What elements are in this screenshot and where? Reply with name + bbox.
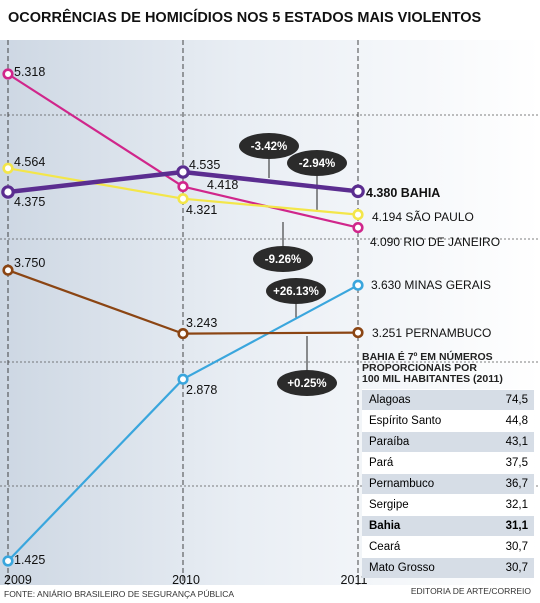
ranking-value: 43,1 <box>488 431 534 453</box>
x-tick-label: 2010 <box>172 573 200 587</box>
annotation-pill <box>253 246 313 272</box>
data-point <box>2 264 14 276</box>
annotation-pill <box>277 370 337 396</box>
ranking-heading-line: PROPORCIONAIS POR <box>362 362 477 374</box>
ranking-row: Paraíba 43,1 <box>362 431 534 453</box>
series-label: 4.380 BAHIA <box>366 186 440 200</box>
series-label: 4.090 RIO DE JANEIRO <box>370 235 500 249</box>
credit-note: EDITORIA DE ARTE/CORREIO <box>411 586 532 596</box>
data-label: 4.418 <box>207 178 238 192</box>
annotation-pill <box>266 278 326 304</box>
ranking-row: Pará 37,5 <box>362 452 534 474</box>
annotation-leaders <box>268 158 318 371</box>
ranking-state: Paraíba <box>362 431 489 453</box>
ranking-row: Pernambuco 36,7 <box>362 473 534 495</box>
data-labels: 1.425 2.878 3.630 MINAS GERAIS 3.750 3.243 3.… <box>14 65 500 567</box>
ranking-row: Espírito Santo 44,8 <box>362 410 534 432</box>
data-point <box>352 209 364 221</box>
ranking-state: Alagoas <box>362 389 489 411</box>
ranking-heading-line: 100 MIL HABITANTES (2011) <box>362 373 503 385</box>
series-label: 3.251 PERNAMBUCO <box>372 326 491 340</box>
ranking-value: 30,7 <box>488 536 534 558</box>
x-tick-label: 2011 <box>341 573 368 587</box>
ranking-row: Alagoas 74,5 <box>362 389 534 411</box>
ranking-table: Alagoas 74,5 Espírito Santo 44,8 Paraíba 43… <box>362 389 534 578</box>
data-point <box>2 162 14 174</box>
x-axis: 2009 2010 2011 <box>4 573 367 587</box>
ranking-state: Espírito Santo <box>362 410 489 432</box>
ranking-value: 44,8 <box>488 410 534 432</box>
data-point <box>176 165 190 179</box>
ranking-row: Sergipe 32,1 <box>362 494 534 516</box>
ranking-panel: BAHIA É 7º EM NÚMEROS PROPORCIONAIS POR … <box>362 352 534 578</box>
data-point <box>2 68 14 80</box>
ranking-value: 31,1 <box>488 515 534 537</box>
series-points <box>1 68 365 567</box>
ranking-value: 74,5 <box>488 389 534 411</box>
ranking-state: Mato Grosso <box>362 557 489 578</box>
ranking-state: Ceará <box>362 536 489 558</box>
data-label: 5.318 <box>14 65 45 79</box>
data-point <box>177 328 189 340</box>
data-point <box>177 181 189 193</box>
data-label: 2.878 <box>186 383 217 397</box>
ranking-row: Ceará 30,7 <box>362 536 534 558</box>
chart-title: OCORRÊNCIAS DE HOMICÍDIOS NOS 5 ESTADOS … <box>8 8 482 26</box>
data-point <box>351 184 365 199</box>
data-label: 1.425 <box>14 553 45 567</box>
annotation-label: -3.42% <box>251 141 287 153</box>
ranking-row: Mato Grosso 30,7 <box>362 557 534 578</box>
annotations: -3.42% -2.94% -9.26% +26.13% +0.25% <box>239 133 347 396</box>
annotation-label: +0.25% <box>287 378 326 390</box>
ranking-state: Pernambuco <box>362 473 489 495</box>
ranking-state: Sergipe <box>362 494 489 516</box>
source-note: FONTE: ANIÁRIO BRASILEIRO DE SEGURANÇA P… <box>4 589 234 599</box>
data-point <box>2 555 14 567</box>
data-label: 3.750 <box>14 256 45 270</box>
ranking-row-highlight: Bahia 31,1 <box>362 515 534 537</box>
ranking-value: 36,7 <box>488 473 534 495</box>
data-point <box>177 193 189 205</box>
ranking-heading: BAHIA É 7º EM NÚMEROS PROPORCIONAIS POR … <box>362 352 534 385</box>
data-point <box>352 279 364 291</box>
series-label: 3.630 MINAS GERAIS <box>371 278 491 292</box>
year-lines <box>7 40 359 585</box>
x-tick-label: 2009 <box>4 573 32 587</box>
data-point <box>1 185 15 199</box>
ranking-value: 32,1 <box>488 494 534 516</box>
ranking-state: Pará <box>362 452 489 474</box>
data-point <box>352 327 364 339</box>
data-label: 4.535 <box>189 158 220 172</box>
data-label: 4.321 <box>186 203 217 217</box>
ranking-value: 30,7 <box>488 557 534 578</box>
series-label: 4.194 SÃO PAULO <box>372 210 474 224</box>
data-point <box>352 222 364 234</box>
annotation-pill <box>239 133 299 159</box>
data-label: 4.375 <box>14 195 45 209</box>
data-point <box>177 373 189 385</box>
data-label: 3.243 <box>186 316 217 330</box>
grid-lines <box>0 114 540 487</box>
ranking-value: 37,5 <box>488 452 534 474</box>
annotation-pill <box>287 150 347 176</box>
ranking-state: Bahia <box>362 515 489 537</box>
data-label: 4.564 <box>14 155 45 169</box>
annotation-label: -2.94% <box>299 158 335 170</box>
annotation-label: -9.26% <box>265 254 301 266</box>
annotation-label: +26.13% <box>273 286 319 298</box>
ranking-heading-line: BAHIA É 7º EM NÚMEROS <box>362 351 493 363</box>
